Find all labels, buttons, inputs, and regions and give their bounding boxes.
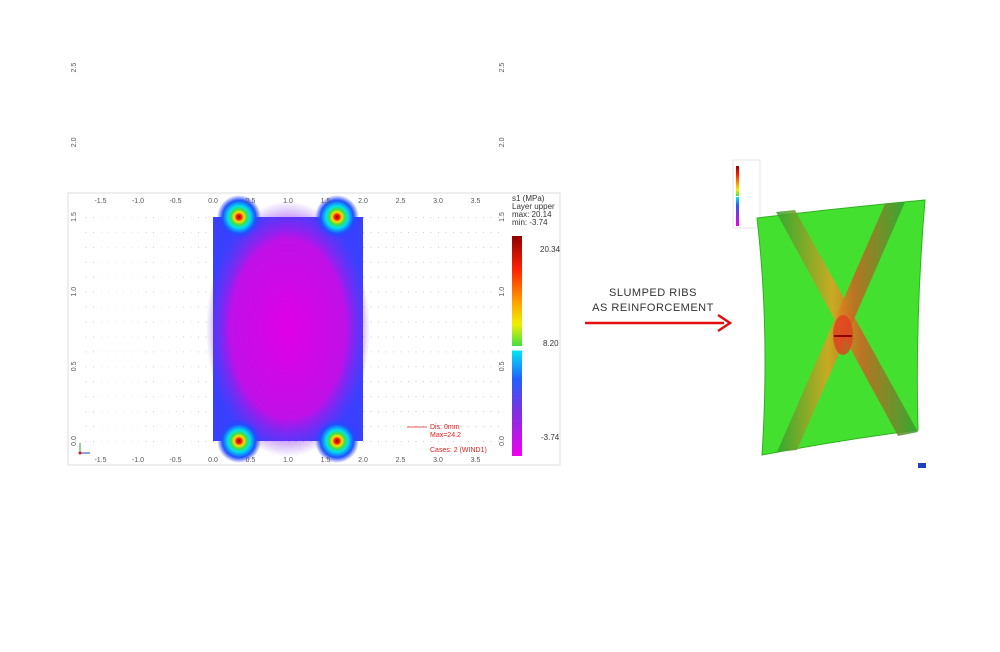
annotation: Max=24.2: [430, 432, 461, 439]
y-tick-label: 1.5: [71, 212, 78, 222]
colorbar-label: 8.20: [543, 339, 559, 348]
x-tick-label: -0.5: [169, 457, 181, 464]
y-tick-label: 2.5: [71, 63, 78, 73]
x-tick-label: -1.0: [132, 198, 144, 205]
x-tick-label: -0.5: [169, 198, 181, 205]
legend-max: max: 20.14: [512, 210, 552, 219]
x-tick-label: -1.5: [94, 457, 106, 464]
axis-triad: [78, 443, 90, 455]
x-tick-label: 3.0: [433, 198, 443, 205]
y-tick-label: 0.5: [499, 361, 506, 371]
fea-plot: s1 (MPa) Layer upper max: 20.14 min: -3.…: [67, 63, 561, 466]
colorbar-label: 20.34: [540, 245, 561, 254]
x-tick-label: 1.5: [321, 198, 331, 205]
x-tick-label: 2.0: [358, 198, 368, 205]
caption-line: SLUMPED RIBS: [609, 287, 697, 299]
anchor-hotspots: [217, 195, 359, 463]
axis-ticks: -1.5 -1.5 -1.0 -1.0 -0.5 -0.5 0.0 0.0 0.5 0.5 1.0 1…: [71, 63, 506, 464]
y-tick-label: 0.5: [71, 361, 78, 371]
mini-colorbar: [736, 166, 739, 226]
x-tick-label: 0.5: [246, 457, 256, 464]
annotation: Cases: 2 (WIND1): [430, 447, 487, 454]
y-tick-label: 2.0: [71, 137, 78, 147]
legend-title: s1 (MPa): [512, 194, 545, 203]
x-tick-label: 2.0: [358, 457, 368, 464]
x-tick-label: 2.5: [396, 457, 406, 464]
y-tick-label: 2.0: [499, 137, 506, 147]
x-tick-label: 3.0: [433, 457, 443, 464]
stress-core: [206, 201, 370, 457]
arrow-head: [717, 313, 733, 333]
rib-render: [732, 159, 926, 468]
x-tick-label: 3.5: [471, 457, 481, 464]
legend-min: min: -3.74: [512, 218, 548, 227]
caption-line: AS REINFORCEMENT: [592, 302, 714, 314]
annotation: Dis: 0mm: [430, 424, 460, 431]
colorbar: [512, 236, 522, 456]
y-tick-label: 0.0: [71, 436, 78, 446]
x-tick-label: 1.5: [321, 457, 331, 464]
caption-arrow: SLUMPED RIBS AS REINFORCEMENT: [585, 287, 733, 333]
x-tick-label: 0.5: [246, 198, 256, 205]
x-tick-label: -1.0: [132, 457, 144, 464]
x-tick-label: 2.5: [396, 198, 406, 205]
x-tick-label: 1.0: [283, 457, 293, 464]
x-tick-label: -1.5: [94, 198, 106, 205]
y-tick-label: 1.0: [499, 287, 506, 297]
y-tick-label: 1.5: [499, 212, 506, 222]
legend-layer: Layer upper: [512, 202, 555, 211]
x-tick-label: 3.5: [471, 198, 481, 205]
x-tick-label: 1.0: [283, 198, 293, 205]
colorbar-label: -3.74: [541, 433, 560, 442]
y-tick-label: 2.5: [499, 63, 506, 73]
y-tick-label: 1.0: [71, 287, 78, 297]
x-tick-label: 0.0: [208, 457, 218, 464]
axis-triad: [918, 463, 926, 468]
x-tick-label: 0.0: [208, 198, 218, 205]
y-tick-label: 0.0: [499, 436, 506, 446]
